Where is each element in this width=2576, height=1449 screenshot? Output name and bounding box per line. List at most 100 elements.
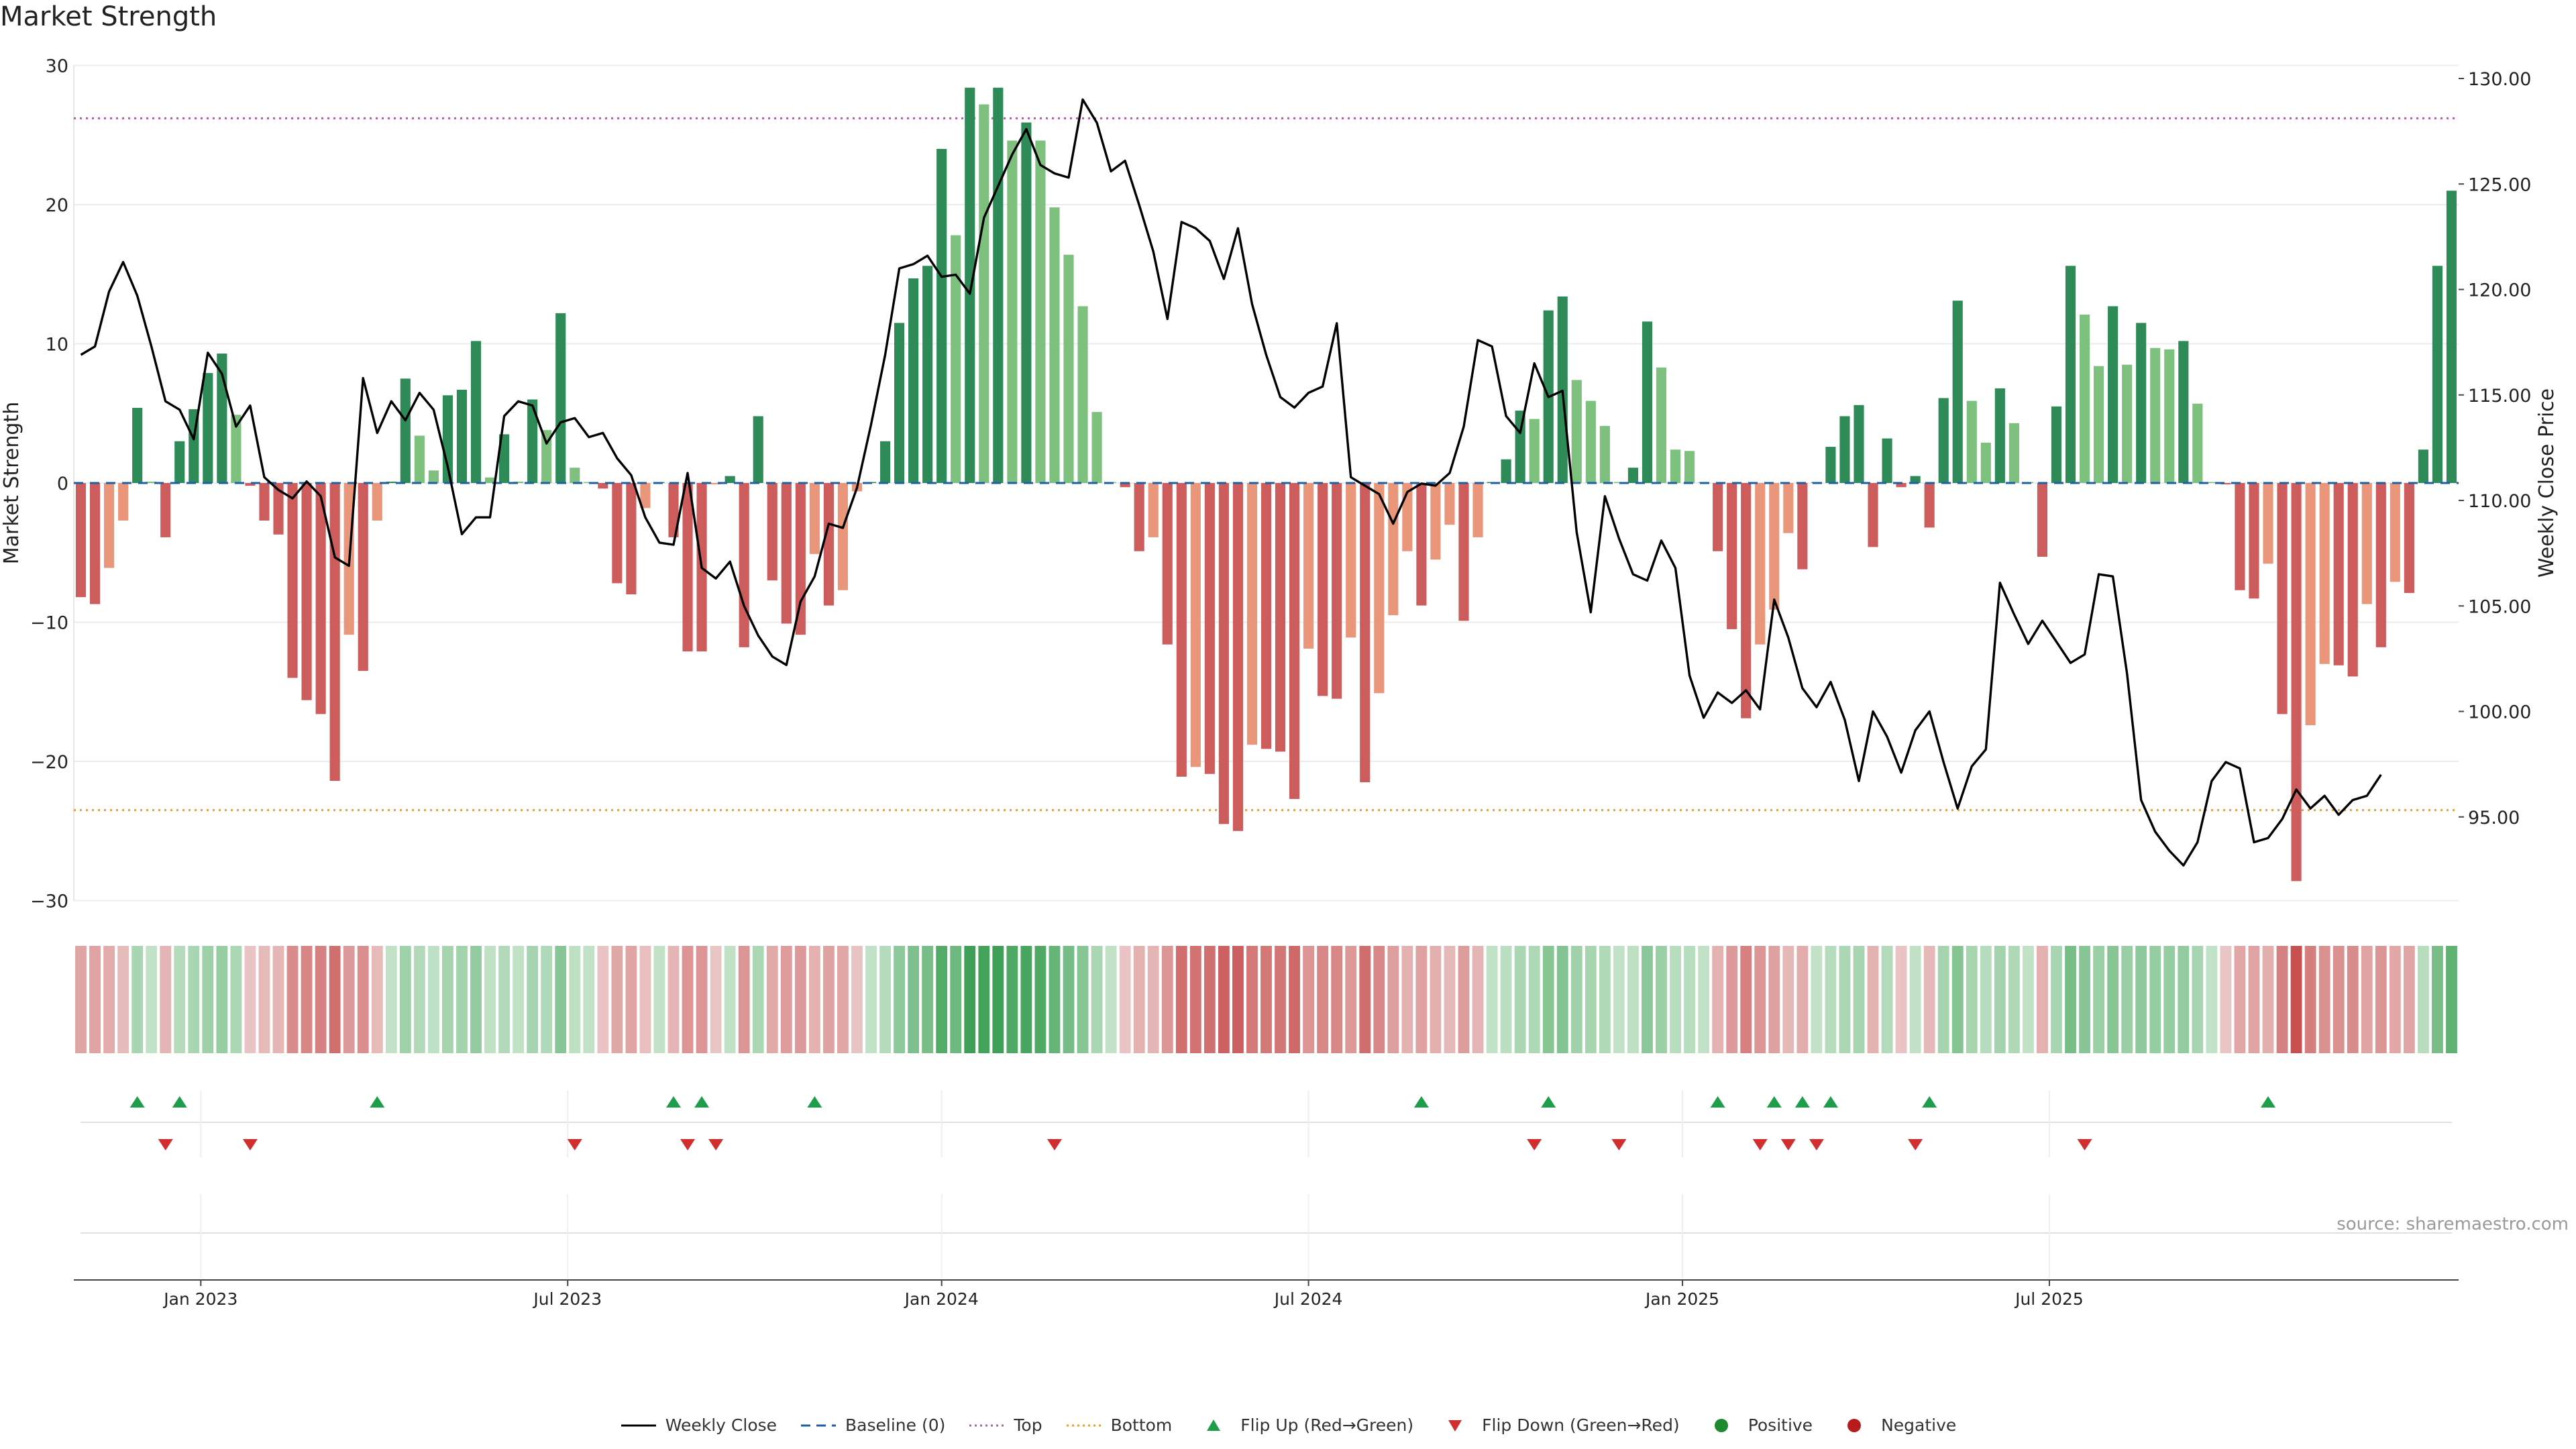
heat-cell: [174, 946, 186, 1053]
reference-lines: [74, 117, 2459, 812]
strength-heat-strip: [75, 946, 2457, 1053]
chart-legend: Weekly Close Baseline (0) Top Bottom Flip Up…: [0, 1415, 2576, 1435]
strength-bar: [1246, 483, 1258, 745]
heat-cell: [329, 946, 341, 1053]
heat-cell: [1119, 946, 1131, 1053]
flip-up-marker: [129, 1096, 145, 1108]
strength-bar: [795, 483, 806, 635]
strength-bar: [1839, 416, 1850, 483]
y-tick-label: −20: [30, 752, 68, 773]
heat-cell: [1980, 946, 1992, 1053]
heat-cell: [1825, 946, 1837, 1053]
heat-cell: [1289, 946, 1300, 1053]
strength-bar: [2333, 483, 2344, 665]
y-axis-ticks: 30 20 10 0 −10 −20 −30: [30, 56, 68, 912]
y2-tick-label: 120.00: [2468, 280, 2531, 301]
strength-bar: [203, 373, 213, 483]
y2-tick-label: 100.00: [2468, 702, 2531, 723]
y-tick-label: 0: [57, 474, 68, 494]
strength-bar: [231, 415, 241, 483]
heat-cell: [1994, 946, 2006, 1053]
heat-cell: [682, 946, 694, 1053]
strength-bar: [1882, 438, 1892, 483]
heat-cell: [117, 946, 129, 1053]
flip-signal-panel: [80, 1090, 2452, 1157]
legend-label: Negative: [1881, 1415, 1957, 1435]
flip-up-marker: [1922, 1096, 1937, 1108]
heat-cell: [908, 946, 920, 1053]
y-tick-label: −30: [30, 892, 68, 912]
flip-down-marker: [1046, 1139, 1062, 1150]
flip-down-marker: [2077, 1139, 2092, 1150]
strength-bar: [2094, 366, 2104, 483]
heat-cell: [2220, 946, 2232, 1053]
strength-bar: [879, 441, 891, 483]
heat-cell: [710, 946, 722, 1053]
legend-label: Positive: [1748, 1415, 1813, 1435]
flip-up-marker: [172, 1096, 187, 1108]
heat-cell: [2178, 946, 2190, 1053]
strength-bar: [2178, 341, 2189, 483]
dot-line-icon: [969, 1424, 1005, 1426]
strength-bar: [951, 235, 961, 483]
heat-cell: [879, 946, 891, 1053]
strength-bar: [1416, 483, 1427, 606]
heat-cell: [1218, 946, 1230, 1053]
circle-icon: [1714, 1418, 1728, 1432]
strength-bar: [1952, 301, 1963, 483]
x-axis-ticks: Jan 2023 Jul 2023 Jan 2024 Jul 2024 Jan 2025…: [74, 1279, 2459, 1309]
flip-up-marker: [1413, 1096, 1429, 1108]
strength-bar: [2136, 323, 2147, 483]
strength-bar: [1910, 476, 1921, 483]
heat-cell: [1246, 946, 1258, 1053]
strength-bar: [1360, 483, 1371, 783]
heat-cell: [1049, 946, 1061, 1053]
solid-line-icon: [621, 1424, 656, 1426]
heat-cell: [1303, 946, 1315, 1053]
heat-cell: [2135, 946, 2147, 1053]
legend-item: Top: [968, 1415, 1042, 1435]
strength-bar: [2361, 483, 2372, 604]
heat-cell: [1923, 946, 1935, 1053]
heat-cell: [639, 946, 651, 1053]
heat-cell: [1951, 946, 1964, 1053]
strength-bar: [1007, 140, 1018, 484]
heat-cell: [1627, 946, 1639, 1053]
strength-bar: [1332, 483, 1342, 699]
heat-cell: [667, 946, 680, 1053]
heat-cell: [1698, 946, 1710, 1053]
heat-cell: [1712, 946, 1724, 1053]
strength-bar: [1176, 483, 1187, 777]
heat-cell: [1373, 946, 1385, 1053]
heat-cell: [625, 946, 637, 1053]
y-axis-label: Market Strength: [0, 402, 23, 564]
strength-bar: [2390, 483, 2400, 582]
flip-up-marker: [2261, 1096, 2276, 1108]
legend-item: Positive: [1703, 1415, 1813, 1435]
heat-cell: [865, 946, 877, 1053]
strength-bar: [1091, 412, 1102, 483]
heat-cell: [1500, 946, 1512, 1053]
strength-bar: [1684, 451, 1695, 483]
strength-bar: [358, 483, 368, 672]
strength-bar: [146, 481, 157, 483]
heat-cell: [2192, 946, 2204, 1053]
heat-cell: [2023, 946, 2034, 1053]
flip-up-marker: [1766, 1096, 1782, 1108]
weekly-close-line: [80, 98, 2382, 867]
strength-bar: [132, 407, 143, 483]
heat-cell: [1147, 946, 1159, 1053]
y2-tick-label: 110.00: [2468, 491, 2531, 512]
lower-panel: [80, 1194, 2452, 1278]
heat-cell: [1387, 946, 1399, 1053]
heat-cell: [1458, 946, 1470, 1053]
strength-bar: [2319, 483, 2330, 664]
heat-cell: [230, 946, 242, 1053]
heat-cell: [597, 946, 609, 1053]
heat-cell: [555, 946, 567, 1053]
heat-cell: [1430, 946, 1442, 1053]
heat-cell: [371, 946, 383, 1053]
strength-bar: [428, 470, 439, 483]
strength-bar: [682, 483, 693, 652]
heat-cell: [936, 946, 948, 1053]
